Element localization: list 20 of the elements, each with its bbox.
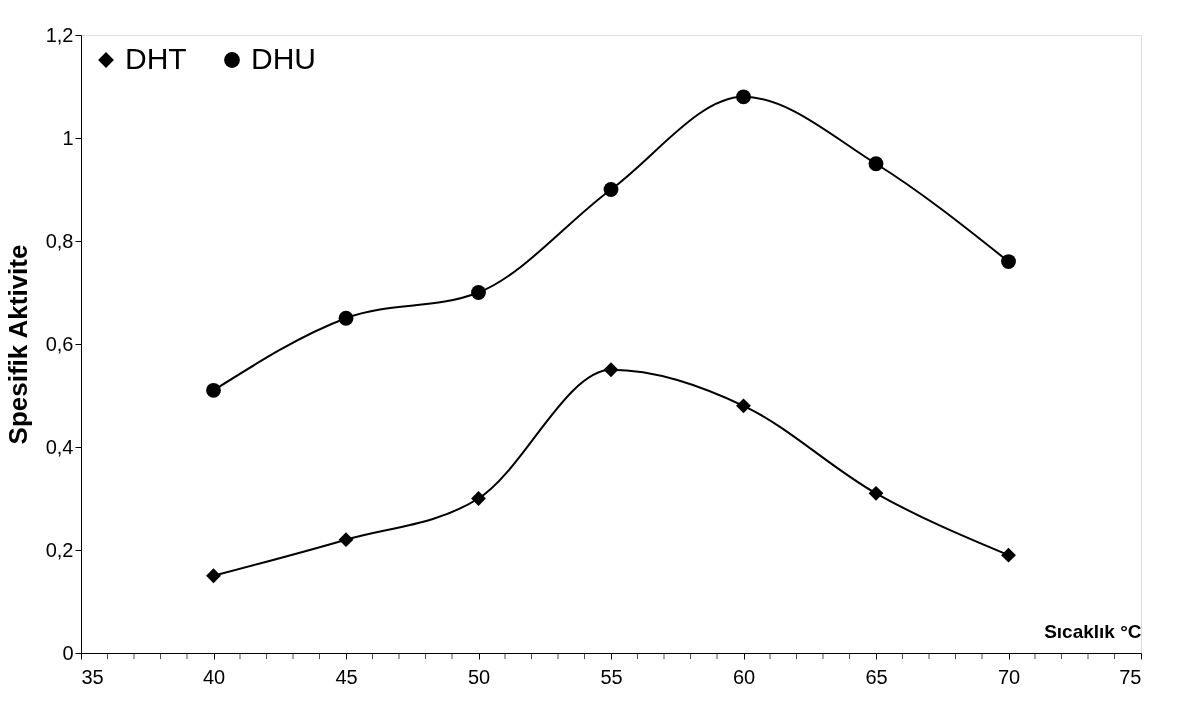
- y-tick-label: 0,6: [45, 332, 74, 355]
- y-tick-label: 0,4: [45, 435, 74, 458]
- x-tick-label: 45: [335, 665, 358, 688]
- x-tick-label: 40: [202, 665, 226, 688]
- x-tick-label: 65: [865, 665, 888, 688]
- y-tick-label: 0,8: [45, 229, 74, 252]
- x-tick-label: 75: [1119, 665, 1142, 688]
- legend-label: DHT: [125, 42, 187, 75]
- x-tick-label: 70: [997, 665, 1021, 688]
- y-axis-title: Spesifik Aktivite: [2, 244, 33, 445]
- x-tick-label: 50: [467, 665, 491, 688]
- legend-label: DHU: [251, 42, 316, 75]
- x-tick-label: 35: [81, 665, 104, 688]
- x-tick-label: 55: [600, 665, 623, 688]
- y-tick-label: 1: [62, 126, 74, 149]
- y-tick-label: 1,2: [45, 23, 74, 46]
- y-tick-label: 0: [62, 641, 74, 664]
- x-axis-title: Sıcaklık °C: [1044, 620, 1142, 642]
- x-tick-label: 60: [732, 665, 756, 688]
- y-tick-label: 0,2: [45, 538, 74, 561]
